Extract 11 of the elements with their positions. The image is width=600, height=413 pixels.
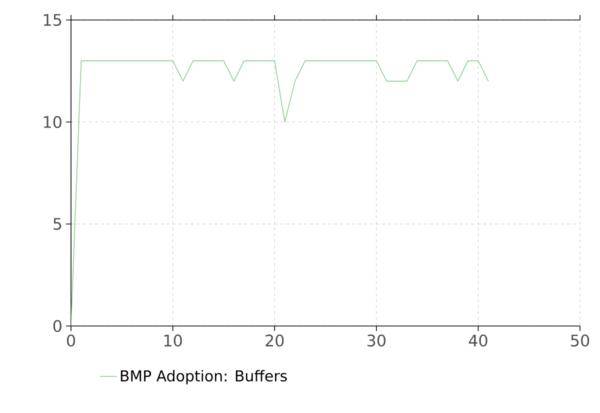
x-tick-label: 40 [468,334,488,347]
legend-label: BMP Adoption: Buffers [120,370,287,384]
y-tick-label: 5 [54,218,62,230]
x-tick-label: 50 [571,334,590,347]
y-tick-label: 10 [44,116,62,128]
y-tick-label: 0 [53,320,62,332]
x-tick-label: 0 [66,334,76,347]
x-tick-label: 10 [164,334,182,347]
x-tick-label: 30 [367,334,386,347]
x-tick-label: 20 [266,334,284,347]
y-tick-label: 15 [44,14,62,26]
